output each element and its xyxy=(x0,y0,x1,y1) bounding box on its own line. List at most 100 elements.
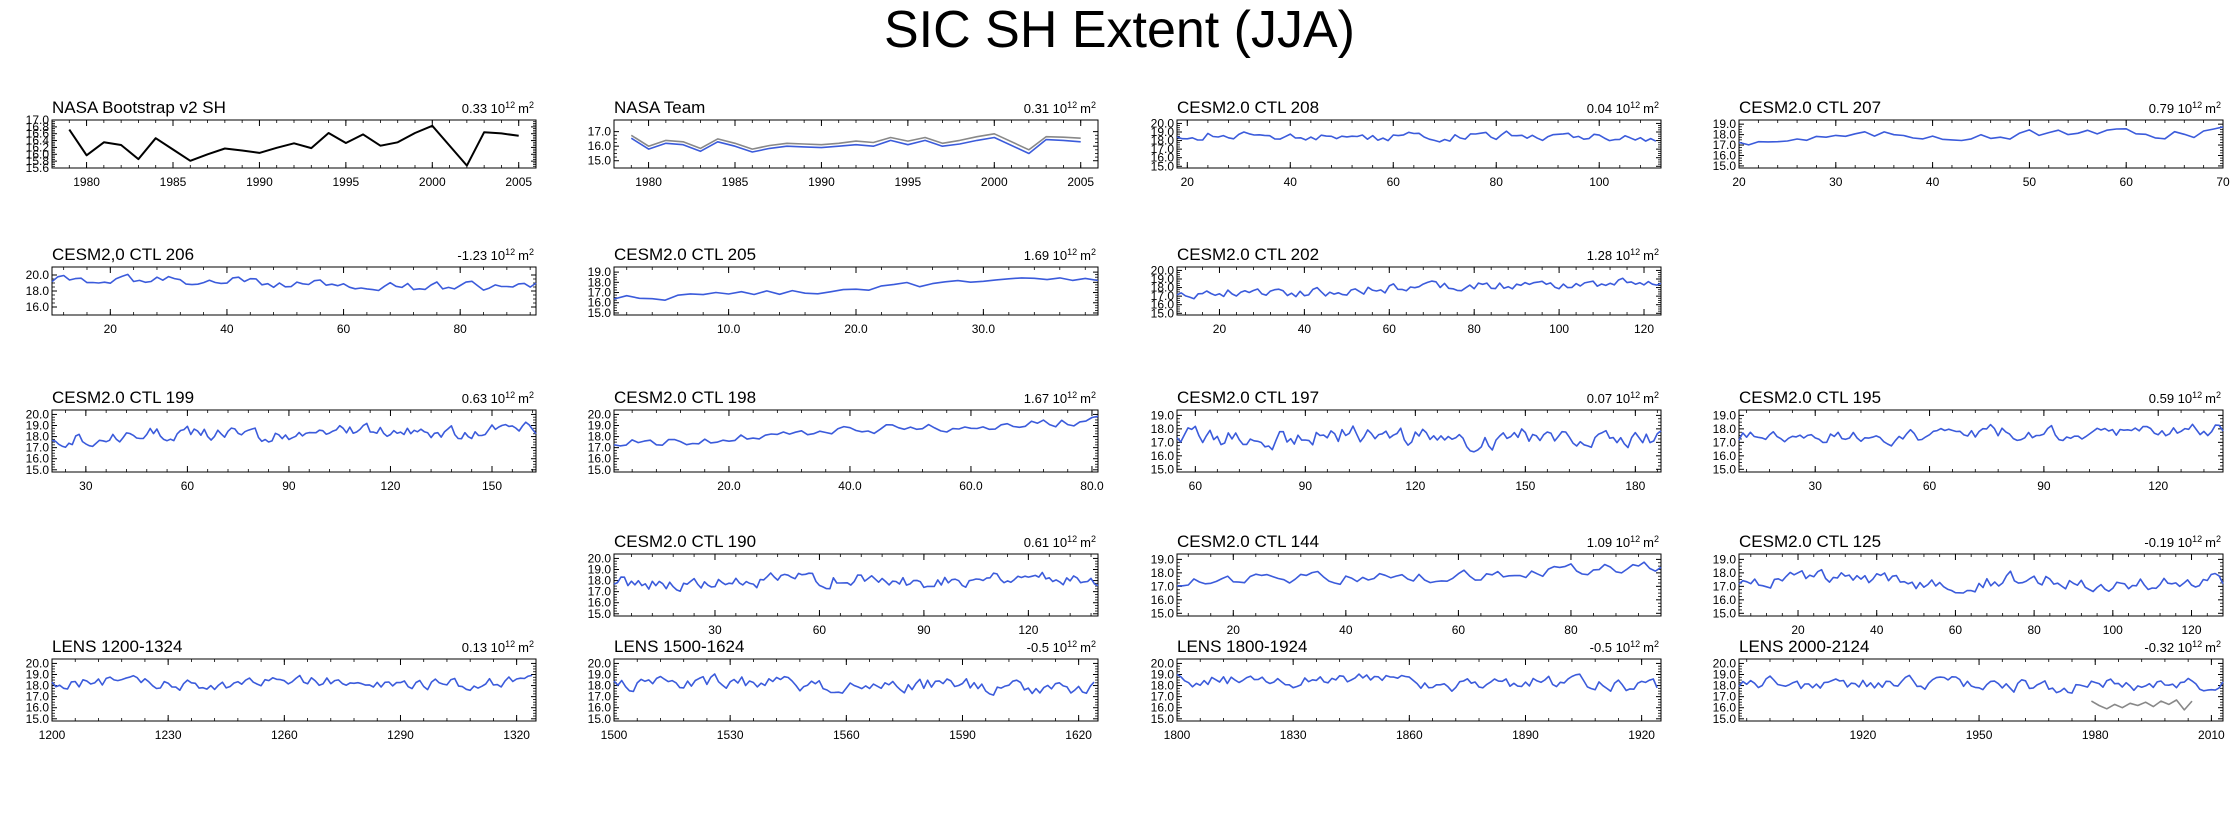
y-tick-label: 16.0 xyxy=(1713,593,1737,607)
y-tick-label: 17.0 xyxy=(588,585,612,599)
trend-label: -0.19 1012 m2 xyxy=(2144,534,2221,550)
panel-title: CESM2.0 CTL 190 xyxy=(614,532,756,551)
y-tick-label: 17.0 xyxy=(1713,138,1737,152)
y-tick-label: 15.0 xyxy=(1151,159,1175,173)
y-tick-label: 18.0 xyxy=(26,284,50,298)
series-line-model xyxy=(613,277,1099,301)
panel-title: CESM2.0 CTL 199 xyxy=(52,388,194,407)
x-tick-label: 120 xyxy=(2148,479,2168,493)
x-tick-label: 80 xyxy=(1468,322,1482,336)
y-tick-label: 18.0 xyxy=(1151,422,1175,436)
y-tick-label: 15.0 xyxy=(1713,712,1737,726)
y-tick-label: 16.0 xyxy=(1151,298,1175,312)
plot-frame xyxy=(51,409,537,473)
x-tick-label: 100 xyxy=(2103,623,2123,637)
x-tick-label: 20 xyxy=(1732,175,1746,189)
y-tick-label: 16.4 xyxy=(26,134,50,148)
series-line-model xyxy=(1738,568,2224,594)
y-tick-label: 15.8 xyxy=(26,154,50,168)
y-tick-label: 18.0 xyxy=(588,574,612,588)
y-tick-label: 17.0 xyxy=(588,125,612,139)
panel-ctl-208: CESM2.0 CTL 208 0.04 1012 m2 15.016.017.018… xyxy=(1151,98,1662,189)
trend-label: 0.63 1012 m2 xyxy=(462,390,534,406)
y-tick-label: 16.0 xyxy=(26,701,50,715)
x-tick-label: 120 xyxy=(380,479,400,493)
panel-ctl-144: CESM2.0 CTL 144 1.09 1012 m2 15.016.017.018… xyxy=(1151,532,1662,637)
trend-label: 0.79 1012 m2 xyxy=(2149,100,2221,116)
x-tick-label: 30 xyxy=(708,623,722,637)
panel-title: LENS 1800-1924 xyxy=(1177,637,1307,656)
series-line-model xyxy=(1738,674,2224,694)
x-tick-label: 90 xyxy=(2037,479,2051,493)
y-tick-label: 16.0 xyxy=(26,147,50,161)
x-tick-label: 150 xyxy=(482,479,502,493)
x-tick-label: 70 xyxy=(2216,175,2230,189)
y-tick-label: 20.0 xyxy=(26,407,50,421)
series-line-model xyxy=(1176,673,1658,692)
trend-label: 1.09 1012 m2 xyxy=(1587,534,1659,550)
x-tick-label: 1980 xyxy=(2082,728,2109,742)
x-tick-label: 1990 xyxy=(246,175,273,189)
panel-lens-2000: LENS 2000-2124 -0.32 1012 m2 15.016.017.018… xyxy=(1713,637,2225,742)
y-tick-label: 15.0 xyxy=(588,306,612,320)
y-tick-label: 16.0 xyxy=(26,300,50,314)
trend-label: 0.04 1012 m2 xyxy=(1587,100,1659,116)
y-tick-label: 20.0 xyxy=(1151,656,1175,670)
y-tick-label: 16.6 xyxy=(26,127,50,141)
x-tick-label: 60 xyxy=(1452,623,1466,637)
panel-title: LENS 1200-1324 xyxy=(52,637,182,656)
panel-ctl-205: CESM2.0 CTL 205 1.69 1012 m2 15.016.017.018… xyxy=(588,245,1099,336)
y-tick-label: 17.0 xyxy=(1151,435,1175,449)
x-tick-label: 2005 xyxy=(505,175,532,189)
x-tick-label: 1920 xyxy=(1850,728,1877,742)
x-tick-label: 1920 xyxy=(1628,728,1655,742)
x-tick-label: 80 xyxy=(1490,175,1504,189)
x-tick-label: 1800 xyxy=(1164,728,1191,742)
y-tick-label: 15.0 xyxy=(588,607,612,621)
y-tick-label: 15.0 xyxy=(26,712,50,726)
x-tick-label: 60 xyxy=(1189,479,1203,493)
x-tick-label: 1860 xyxy=(1396,728,1423,742)
x-tick-label: 60 xyxy=(813,623,827,637)
x-tick-label: 20.0 xyxy=(717,479,741,493)
x-tick-label: 20 xyxy=(1181,175,1195,189)
x-tick-label: 1290 xyxy=(387,728,414,742)
y-tick-label: 18.0 xyxy=(1713,128,1737,142)
y-tick-label: 19.0 xyxy=(1151,668,1175,682)
y-tick-label: 19.0 xyxy=(588,563,612,577)
y-tick-label: 15.0 xyxy=(1151,712,1175,726)
x-tick-label: 60 xyxy=(2120,175,2134,189)
y-tick-label: 17.0 xyxy=(588,286,612,300)
trend-label: -0.5 1012 m2 xyxy=(1027,639,1096,655)
x-tick-label: 40 xyxy=(1339,623,1353,637)
series-line-model xyxy=(1177,561,1662,587)
trend-label: 0.59 1012 m2 xyxy=(2149,390,2221,406)
x-tick-label: 60 xyxy=(1387,175,1401,189)
x-tick-label: 40 xyxy=(1298,322,1312,336)
panel-ctl-202: CESM2.0 CTL 202 1.28 1012 m2 15.016.017.018… xyxy=(1151,245,1662,336)
x-tick-label: 30.0 xyxy=(972,322,996,336)
panel-title: CESM2.0 CTL 195 xyxy=(1739,388,1881,407)
x-tick-label: 180 xyxy=(1625,479,1645,493)
plot-frame xyxy=(51,658,537,722)
panel-title: CESM2.0 CTL 198 xyxy=(614,388,756,407)
x-tick-label: 150 xyxy=(1515,479,1535,493)
x-tick-label: 20 xyxy=(1227,623,1241,637)
y-tick-label: 15.0 xyxy=(588,712,612,726)
x-tick-label: 1985 xyxy=(160,175,187,189)
panel-ctl-195: CESM2.0 CTL 195 0.59 1012 m2 15.016.017.018… xyxy=(1713,388,2224,493)
x-tick-label: 1260 xyxy=(271,728,298,742)
y-tick-label: 15.0 xyxy=(1151,462,1175,476)
plot-frame xyxy=(51,266,537,316)
x-tick-label: 80 xyxy=(1564,623,1578,637)
y-tick-label: 19.0 xyxy=(26,419,50,433)
panel-ctl-125: CESM2.0 CTL 125 -0.19 1012 m215.016.017.01… xyxy=(1713,532,2224,637)
panel-title: CESM2.0 CTL 207 xyxy=(1739,98,1881,117)
panel-ctl-199: CESM2.0 CTL 199 0.63 1012 m2 15.016.017.018… xyxy=(26,388,537,493)
x-tick-label: 20 xyxy=(1213,322,1227,336)
x-tick-label: 120 xyxy=(1634,322,1654,336)
x-tick-label: 1830 xyxy=(1280,728,1307,742)
y-tick-label: 19.0 xyxy=(1713,117,1737,131)
y-tick-label: 17.0 xyxy=(26,113,50,127)
plot-frame xyxy=(613,553,1099,617)
